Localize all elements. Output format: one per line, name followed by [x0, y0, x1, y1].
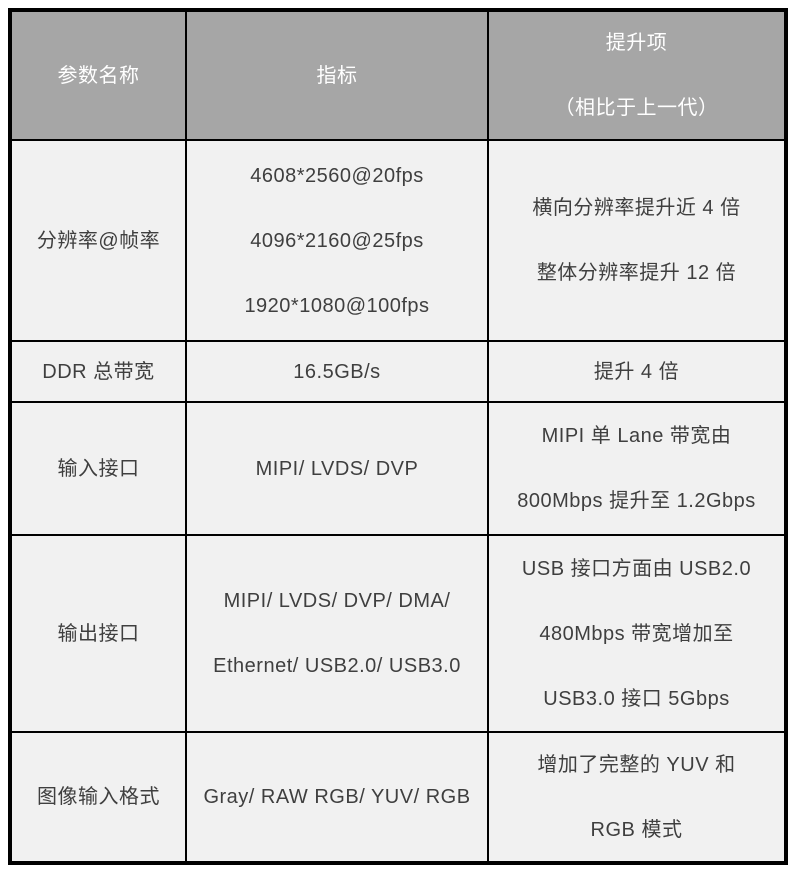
spec-line: MIPI/ LVDS/ DVP/ DMA/: [223, 590, 451, 612]
header-param-label: 参数名称: [57, 64, 140, 87]
improvement-line: USB3.0 接口 5Gbps: [543, 687, 730, 710]
spec-cell: 16.5GB/s: [185, 340, 489, 403]
param-label: 分辨率@帧率: [36, 229, 161, 252]
improvement-line: 增加了完整的 YUV 和: [537, 753, 736, 776]
improvement-line: 800Mbps 提升至 1.2Gbps: [517, 490, 756, 512]
spec-line: Gray/ RAW RGB/ YUV/ RGB: [203, 786, 471, 808]
improvement-line: 横向分辨率提升近 4 倍: [532, 197, 741, 219]
header-improvement-title: 提升项: [605, 32, 668, 54]
table-row-output-interface: 输出接口 MIPI/ LVDS/ DVP/ DMA/ Ethernet/ USB…: [9, 534, 787, 733]
param-cell: 分辨率@帧率: [9, 139, 187, 342]
table-header: 参数名称 指标 提升项 （相比于上一代）: [9, 9, 787, 141]
improvement-cell: USB 接口方面由 USB2.0 480Mbps 带宽增加至 USB3.0 接口…: [487, 534, 787, 733]
spec-line: MIPI/ LVDS/ DVP: [255, 457, 419, 480]
spec-line: Ethernet/ USB2.0/ USB3.0: [213, 655, 461, 677]
table-body: 分辨率@帧率 4608*2560@20fps 4096*2160@25fps 1…: [9, 139, 787, 864]
improvement-line: MIPI 单 Lane 带宽由: [541, 425, 732, 447]
improvement-cell: 横向分辨率提升近 4 倍 整体分辨率提升 12 倍: [487, 139, 787, 342]
spec-cell: MIPI/ LVDS/ DVP/ DMA/ Ethernet/ USB2.0/ …: [185, 534, 489, 733]
param-cell: DDR 总带宽: [9, 340, 187, 403]
spec-cell: MIPI/ LVDS/ DVP: [185, 401, 489, 536]
header-row: 参数名称 指标 提升项 （相比于上一代）: [9, 9, 787, 141]
improvement-line: RGB 模式: [590, 818, 683, 841]
spec-cell: 4608*2560@20fps 4096*2160@25fps 1920*108…: [185, 139, 489, 342]
param-cell: 输入接口: [9, 401, 187, 536]
param-cell: 输出接口: [9, 534, 187, 733]
improvement-line: 整体分辨率提升 12 倍: [536, 262, 737, 284]
table-row-resolution: 分辨率@帧率 4608*2560@20fps 4096*2160@25fps 1…: [9, 139, 787, 342]
header-improvement: 提升项 （相比于上一代）: [487, 9, 787, 141]
spec-cell: Gray/ RAW RGB/ YUV/ RGB: [185, 731, 489, 864]
improvement-cell: 增加了完整的 YUV 和 RGB 模式: [487, 731, 787, 864]
spec-line: 4608*2560@20fps: [250, 164, 424, 187]
header-param: 参数名称: [9, 9, 187, 141]
spec-line: 4096*2160@25fps: [250, 229, 424, 252]
spec-comparison-table: 参数名称 指标 提升项 （相比于上一代） 分辨率@帧率 4608*2560@20…: [8, 8, 788, 865]
improvement-cell: MIPI 单 Lane 带宽由 800Mbps 提升至 1.2Gbps: [487, 401, 787, 536]
param-label: 图像输入格式: [37, 786, 160, 808]
table-row-image-input-format: 图像输入格式 Gray/ RAW RGB/ YUV/ RGB 增加了完整的 YU…: [9, 731, 787, 864]
improvement-line: 提升 4 倍: [593, 360, 680, 383]
param-label: 输入接口: [57, 457, 140, 480]
param-label: DDR 总带宽: [42, 360, 155, 383]
improvement-line: 480Mbps 带宽增加至: [539, 622, 734, 645]
header-improvement-subtitle: （相比于上一代）: [554, 97, 719, 119]
param-label: 输出接口: [57, 622, 140, 645]
spec-line: 1920*1080@100fps: [244, 294, 430, 317]
table-row-input-interface: 输入接口 MIPI/ LVDS/ DVP MIPI 单 Lane 带宽由 800…: [9, 401, 787, 536]
header-spec-label: 指标: [316, 64, 358, 87]
table-row-ddr-bandwidth: DDR 总带宽 16.5GB/s 提升 4 倍: [9, 340, 787, 403]
param-cell: 图像输入格式: [9, 731, 187, 864]
spec-line: 16.5GB/s: [293, 360, 381, 383]
improvement-cell: 提升 4 倍: [487, 340, 787, 403]
header-spec: 指标: [185, 9, 489, 141]
improvement-line: USB 接口方面由 USB2.0: [521, 557, 752, 580]
